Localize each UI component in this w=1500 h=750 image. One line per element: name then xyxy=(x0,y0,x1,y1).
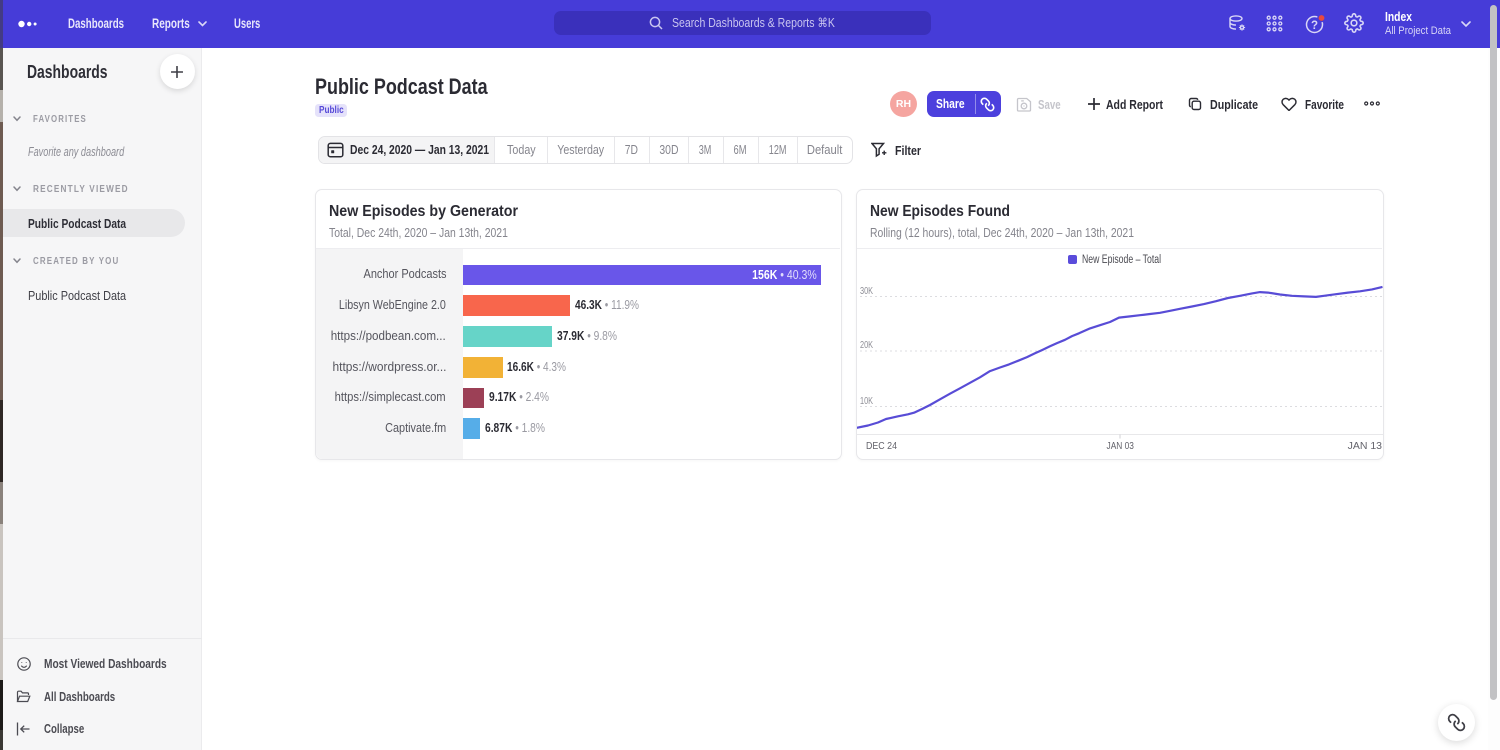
svg-text:?: ? xyxy=(1311,20,1318,32)
